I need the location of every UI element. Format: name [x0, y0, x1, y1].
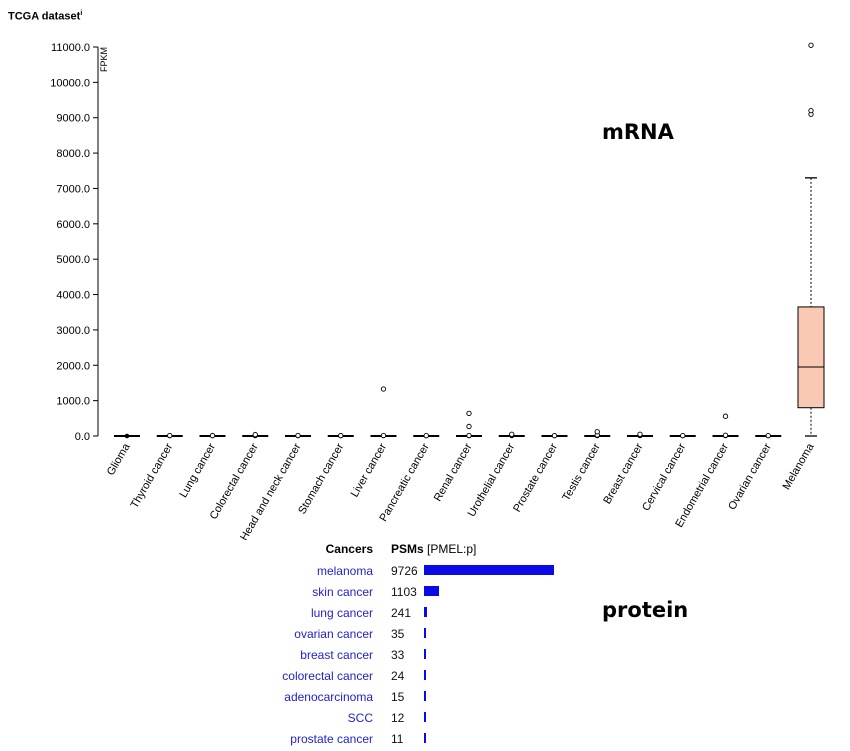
cancer-link[interactable]: colorectal cancer — [282, 669, 373, 683]
protein-row: prostate cancer 11 — [0, 730, 850, 751]
outlier-point — [637, 431, 643, 437]
psms-header-protein: [PMEL:p] — [427, 542, 477, 556]
y-tick-label: 0.0 — [75, 431, 90, 443]
outlier-point — [380, 386, 387, 392]
outlier-point — [722, 413, 729, 419]
protein-row: ovarian cancer 35 — [0, 625, 850, 646]
outlier-point — [380, 432, 387, 439]
chart-title-text: TCGA dataset — [8, 10, 81, 23]
psm-bar — [424, 649, 426, 659]
psm-value: 35 — [391, 627, 405, 641]
x-tick-label: Thyroid cancer — [129, 441, 176, 510]
psm-value: 15 — [391, 690, 405, 704]
psm-value: 12 — [391, 711, 405, 725]
x-tick-label: Stomach cancer — [296, 441, 346, 516]
psm-bar — [424, 712, 426, 722]
x-tick-label: Urothelial cancer — [466, 441, 518, 519]
protein-row: breast cancer 33 — [0, 646, 850, 667]
psms-column-header: PSMs [PMEL:p] — [391, 542, 476, 556]
x-tick-label: Lung cancer — [177, 441, 218, 500]
protein-label: protein — [602, 598, 689, 622]
outlier-point — [551, 432, 558, 439]
info-icon[interactable]: i — [80, 10, 83, 17]
x-tick-label: Ovarian cancer — [726, 441, 774, 512]
cancer-link[interactable]: skin cancer — [312, 585, 373, 599]
y-tick-label: 11000.0 — [51, 42, 90, 54]
y-tick-label: 3000.0 — [56, 325, 90, 337]
psm-bar — [424, 628, 426, 638]
y-axis-label: FPKM — [99, 47, 109, 72]
outlier-point — [423, 432, 429, 439]
protein-row: melanoma 9726 — [0, 562, 850, 583]
outlier-point — [295, 432, 301, 439]
psm-bar — [424, 586, 439, 596]
protein-row: adenocarcinoma 15 — [0, 688, 850, 709]
y-tick-label: 9000.0 — [56, 113, 90, 125]
psm-value: 241 — [391, 606, 412, 620]
y-tick-label: 6000.0 — [56, 219, 90, 231]
y-tick-label: 7000.0 — [56, 183, 90, 195]
psm-bar — [424, 607, 428, 617]
x-tick-label: Melanoma — [781, 441, 818, 492]
protein-row: colorectal cancer 24 — [0, 667, 850, 688]
psms-header-label: PSMs — [391, 542, 424, 556]
outlier-point — [338, 432, 344, 439]
cancer-link[interactable]: melanoma — [316, 564, 373, 578]
protein-row: lung cancer 241 — [0, 604, 850, 625]
psm-bar — [424, 565, 554, 575]
outlier-point — [808, 42, 814, 48]
psm-bar — [424, 691, 426, 701]
outlier-point — [252, 431, 258, 438]
chart-title: TCGA dataseti — [8, 10, 82, 23]
outlier-point — [466, 432, 472, 439]
y-tick-label: 1000.0 — [56, 396, 90, 408]
outlier-point — [765, 432, 771, 439]
cancer-link[interactable]: breast cancer — [300, 648, 373, 662]
outlier-point — [209, 432, 216, 439]
cancer-link[interactable]: SCC — [347, 711, 373, 725]
y-tick-label: 4000.0 — [56, 290, 90, 302]
y-tick-label: 2000.0 — [56, 360, 90, 372]
psm-value: 1103 — [391, 585, 417, 599]
x-tick-label: Renal cancer — [432, 441, 475, 503]
outlier-point — [722, 432, 729, 438]
mrna-label: mRNA — [602, 120, 674, 144]
outlier-point — [808, 108, 814, 114]
x-tick-label: Glioma — [105, 441, 133, 478]
outlier-point — [466, 410, 472, 417]
median-dot — [124, 433, 130, 439]
protein-row: skin cancer 1103 — [0, 583, 850, 604]
outlier-point — [680, 432, 686, 439]
outlier-point — [466, 423, 472, 430]
x-tick-label: Testis cancer — [560, 441, 603, 503]
y-tick-label: 5000.0 — [56, 254, 90, 266]
x-tick-label: Breast cancer — [601, 441, 645, 506]
outlier-point — [594, 429, 600, 435]
box — [797, 306, 825, 409]
cancers-column-header: Cancers — [325, 542, 373, 556]
psm-value: 33 — [391, 648, 405, 662]
psm-value: 11 — [391, 732, 404, 746]
mrna-boxplot: FPKM 0.0 1000.0 2000.0 3000.0 4000.0 5000.0 600… — [50, 42, 825, 540]
psm-value: 24 — [391, 669, 405, 683]
outlier-point — [167, 432, 173, 439]
cancer-link[interactable]: adenocarcinoma — [284, 690, 373, 704]
protein-row: SCC 12 — [0, 709, 850, 730]
y-tick-label: 8000.0 — [56, 148, 90, 160]
cancer-link[interactable]: ovarian cancer — [294, 627, 373, 641]
x-tick-label: Liver cancer — [349, 441, 390, 499]
psm-bar — [424, 670, 426, 680]
x-tick-label: Prostate cancer — [511, 441, 560, 514]
psm-value: 9726 — [391, 564, 418, 578]
outlier-point — [509, 431, 515, 437]
x-tick-label: Cervical cancer — [640, 441, 688, 513]
cancer-link[interactable]: lung cancer — [310, 606, 373, 620]
cancer-link[interactable]: prostate cancer — [290, 732, 373, 746]
psm-bar — [424, 733, 426, 743]
y-tick-label: 10000.0 — [50, 77, 90, 89]
x-tick-label: Pancreatic cancer — [377, 441, 432, 524]
